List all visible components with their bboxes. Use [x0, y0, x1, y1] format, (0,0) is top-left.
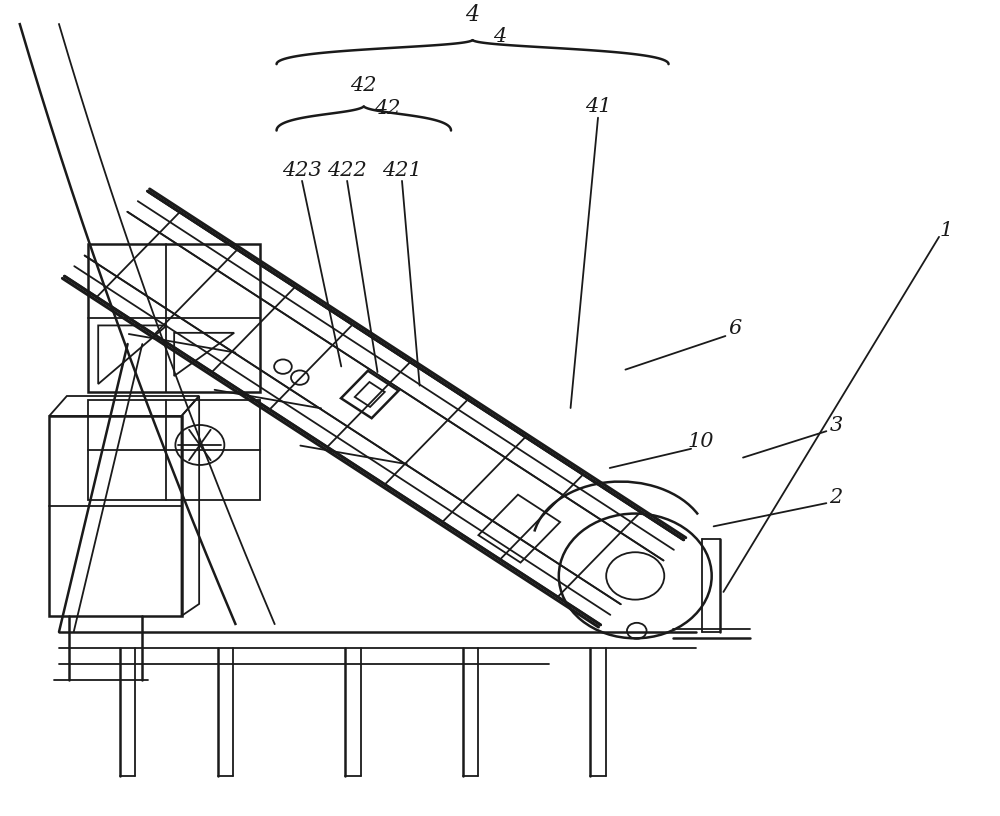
Text: 1: 1: [939, 221, 953, 240]
Text: 42: 42: [351, 76, 377, 95]
Text: 41: 41: [585, 97, 611, 116]
Text: 4: 4: [493, 27, 507, 46]
Text: 422: 422: [327, 161, 367, 180]
Text: 10: 10: [688, 432, 714, 451]
Text: 4: 4: [465, 4, 480, 26]
Text: 2: 2: [830, 488, 843, 507]
Text: 421: 421: [382, 161, 422, 180]
Text: 42: 42: [374, 99, 401, 118]
Text: 3: 3: [830, 416, 843, 435]
Text: 6: 6: [729, 318, 742, 338]
Text: 423: 423: [282, 161, 322, 180]
